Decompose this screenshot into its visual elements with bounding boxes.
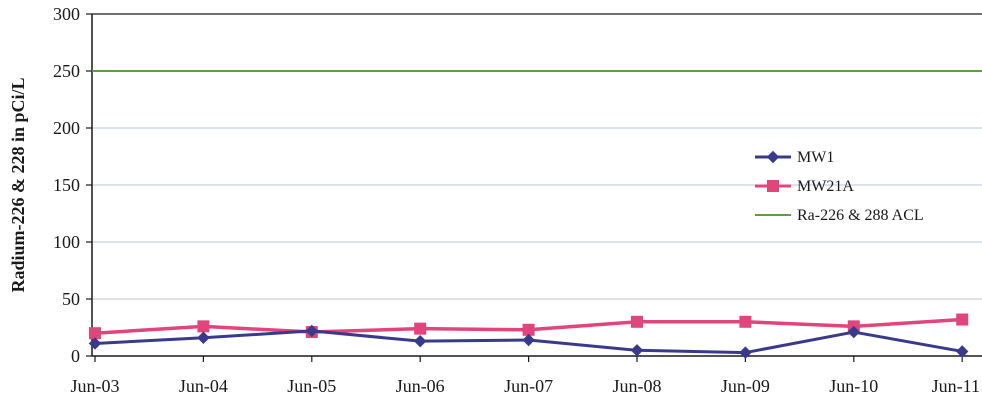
x-tick-label: Jun-07	[504, 376, 553, 396]
x-tick-label: Jun-09	[721, 376, 770, 396]
series-mw1	[88, 324, 969, 359]
data-point	[956, 313, 969, 326]
data-point	[631, 315, 643, 328]
axes: 0 50 100 150 200 250 300 Jun-03 Jun-04 Jun-05 Jun-…	[53, 4, 982, 396]
data-point	[847, 325, 861, 339]
legend-entry: Ra-226 & 288 ACL	[755, 207, 924, 224]
data-point	[197, 331, 210, 344]
x-tick-label: Jun-04	[179, 376, 228, 396]
data-point	[739, 346, 752, 359]
y-tick-label: 50	[62, 289, 80, 309]
legend-label: MW1	[797, 149, 834, 166]
x-tick-label: Jun-06	[396, 376, 445, 396]
series-layer	[88, 70, 982, 359]
legend-marker	[767, 180, 779, 192]
y-tick-label: 300	[53, 4, 80, 24]
y-tick-label: 250	[53, 61, 80, 81]
data-point	[630, 344, 644, 357]
y-tick-label: 150	[53, 175, 80, 195]
data-point	[89, 327, 101, 340]
legend-marker	[766, 150, 780, 164]
legend-entry: MW21A	[755, 178, 854, 195]
data-point	[522, 323, 535, 336]
data-point	[955, 345, 969, 358]
x-tick-label: Jun-05	[287, 376, 336, 396]
data-point	[739, 315, 752, 328]
y-tick-label: 100	[53, 232, 80, 252]
x-tick-label: Jun-03	[71, 376, 120, 396]
y-tick-label: 0	[71, 346, 80, 366]
x-tick-label: Jun-10	[829, 376, 878, 396]
data-point	[197, 320, 210, 333]
legend-entry: MW1	[755, 149, 834, 166]
data-point	[413, 334, 427, 348]
legend-label: MW21A	[797, 178, 854, 195]
data-point	[414, 322, 427, 335]
legend: MW1 MW21A Ra-226 & 288 ACL	[755, 149, 924, 224]
y-axis-title: Radium-226 & 228 in pCi/L	[8, 77, 28, 292]
data-point	[88, 337, 102, 350]
x-tick-label: Jun-08	[613, 376, 662, 396]
gridlines	[92, 13, 982, 300]
legend-label: Ra-226 & 288 ACL	[797, 207, 924, 224]
data-point	[522, 333, 535, 347]
x-tick-label: Jun-11	[932, 376, 980, 396]
y-tick-label: 200	[53, 118, 80, 138]
data-point	[305, 324, 319, 338]
